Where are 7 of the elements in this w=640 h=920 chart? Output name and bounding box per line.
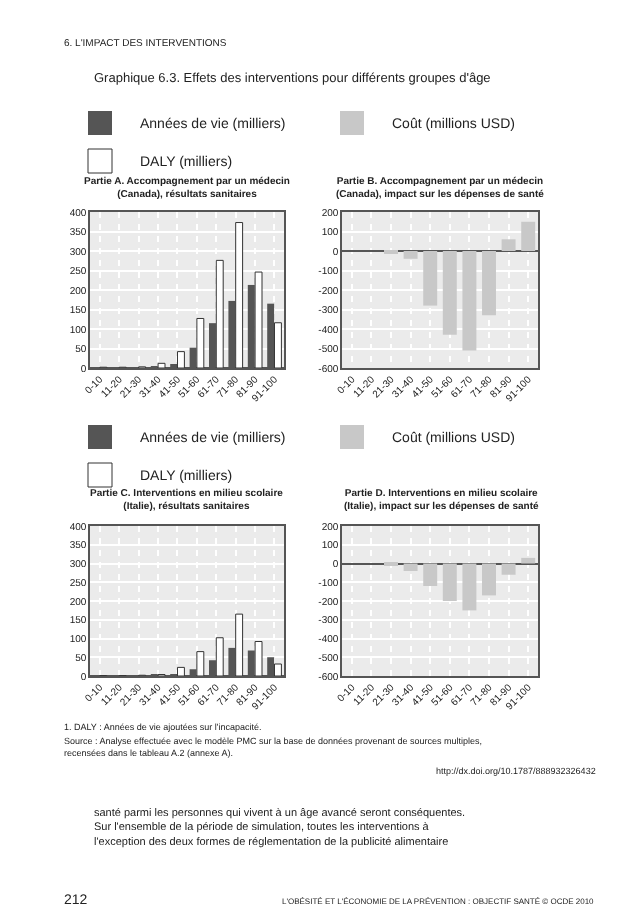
bar bbox=[462, 251, 477, 351]
bar bbox=[521, 221, 536, 251]
bar bbox=[403, 251, 418, 259]
bar bbox=[501, 239, 516, 251]
bar bbox=[482, 251, 496, 316]
bar bbox=[423, 251, 438, 306]
bar bbox=[442, 251, 457, 335]
